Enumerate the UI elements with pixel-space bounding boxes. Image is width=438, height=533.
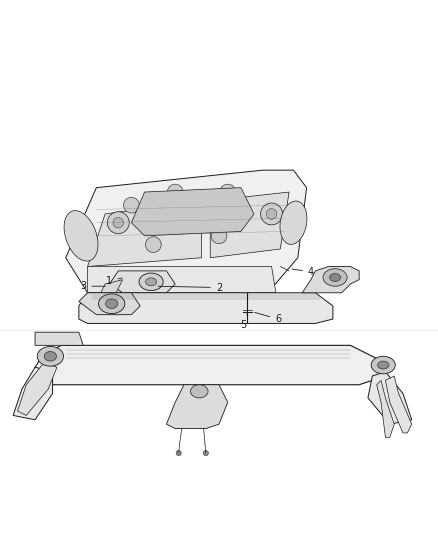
Polygon shape (385, 376, 412, 433)
Text: 1: 1 (106, 276, 122, 286)
Text: 3: 3 (80, 281, 106, 291)
Polygon shape (377, 381, 394, 437)
Polygon shape (79, 293, 140, 314)
Circle shape (145, 237, 161, 253)
Circle shape (147, 203, 169, 225)
Circle shape (176, 450, 181, 456)
Ellipse shape (329, 273, 341, 281)
Ellipse shape (371, 356, 396, 374)
Ellipse shape (145, 278, 156, 286)
Text: 5: 5 (240, 314, 247, 330)
Circle shape (220, 184, 236, 200)
Circle shape (107, 212, 129, 233)
Ellipse shape (323, 269, 347, 286)
Polygon shape (368, 372, 412, 424)
Ellipse shape (37, 346, 64, 366)
Polygon shape (18, 363, 57, 415)
Circle shape (186, 199, 208, 221)
Polygon shape (13, 367, 53, 420)
Ellipse shape (378, 361, 389, 369)
Polygon shape (110, 271, 175, 293)
Circle shape (226, 199, 247, 221)
Circle shape (203, 450, 208, 456)
Polygon shape (79, 293, 333, 324)
Polygon shape (302, 266, 359, 293)
Circle shape (261, 203, 283, 225)
Circle shape (167, 184, 183, 200)
Text: 6: 6 (254, 312, 281, 324)
Ellipse shape (280, 201, 307, 245)
Polygon shape (101, 280, 123, 297)
Ellipse shape (64, 211, 98, 261)
Polygon shape (88, 201, 201, 266)
Polygon shape (88, 266, 276, 293)
Circle shape (231, 204, 242, 215)
Circle shape (211, 228, 227, 244)
Circle shape (113, 217, 124, 228)
Polygon shape (35, 332, 83, 345)
Circle shape (266, 209, 277, 219)
Circle shape (124, 197, 139, 213)
Ellipse shape (99, 294, 125, 313)
Circle shape (192, 204, 202, 215)
Circle shape (152, 209, 163, 219)
Ellipse shape (191, 385, 208, 398)
Polygon shape (35, 345, 385, 385)
Ellipse shape (106, 299, 118, 309)
Ellipse shape (139, 273, 163, 290)
Text: 4: 4 (292, 266, 314, 277)
Ellipse shape (44, 351, 57, 361)
Polygon shape (66, 170, 307, 293)
Polygon shape (131, 188, 254, 236)
Polygon shape (166, 385, 228, 429)
Polygon shape (210, 192, 289, 258)
Text: 2: 2 (158, 282, 222, 293)
